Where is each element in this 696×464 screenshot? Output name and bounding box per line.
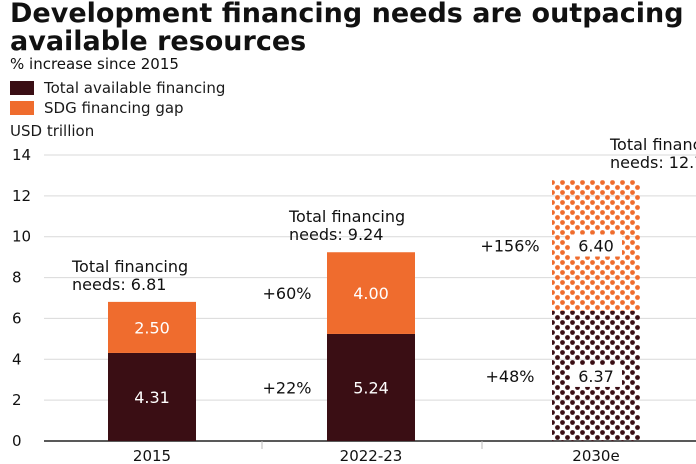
value-label-available-2030e: 6.37 [578, 367, 614, 386]
x-tick-label-2015: 2015 [133, 447, 171, 464]
total-label-line1-2022-23: Total financing [288, 207, 405, 226]
legend: Total available financing SDG financing … [10, 78, 225, 118]
legend-swatch-available [10, 81, 34, 95]
value-label-bg-1-2030e [570, 234, 622, 257]
chart-title: Development financing needs are outpacin… [10, 0, 684, 57]
y-tick-label-4: 4 [12, 350, 22, 368]
value-label-bg-0-2030e [570, 364, 622, 387]
value-label-gap-2022-23: 4.00 [353, 284, 389, 303]
bar-available-2015 [108, 352, 196, 441]
increase-label-2: +48% [486, 367, 535, 386]
bar-available-2022-23 [327, 333, 415, 441]
legend-item-gap: SDG financing gap [10, 98, 225, 118]
value-label-available-2015: 4.31 [134, 388, 170, 407]
legend-swatch-gap [10, 101, 34, 115]
y-axis-unit-label: USD trillion [10, 122, 95, 140]
legend-item-available: Total available financing [10, 78, 225, 98]
value-label-gap-2015: 2.50 [134, 318, 170, 337]
legend-label-available: Total available financing [44, 79, 226, 97]
total-label-line2-2030e: needs: 12.77 [610, 153, 696, 172]
x-tick-label-2030e: 2030e [572, 447, 619, 464]
y-tick-label-14: 14 [12, 146, 31, 164]
legend-label-gap: SDG financing gap [44, 99, 184, 117]
y-tick-label-6: 6 [12, 309, 22, 327]
chart-subtitle: % increase since 2015 [10, 55, 179, 73]
total-label-line2-2015: needs: 6.81 [72, 275, 166, 294]
y-tick-label-10: 10 [12, 228, 31, 246]
increase-label-3: +156% [480, 236, 539, 255]
x-tick-label-2022-23: 2022-23 [340, 447, 403, 464]
y-tick-label-8: 8 [12, 269, 22, 287]
total-label-line2-2022-23: needs: 9.24 [289, 225, 383, 244]
y-tick-label-12: 12 [12, 187, 31, 205]
total-label-line1-2015: Total financing [71, 257, 188, 276]
bar-gap-2022-23 [327, 252, 415, 334]
value-label-gap-2030e: 6.40 [578, 236, 614, 255]
increase-label-1: +60% [263, 284, 312, 303]
total-label-line1-2030e: Total financing [609, 135, 696, 154]
increase-label-0: +22% [263, 378, 312, 397]
value-label-available-2022-23: 5.24 [353, 378, 389, 397]
bar-gap-2015 [108, 301, 196, 353]
y-tick-label-2: 2 [12, 391, 22, 409]
y-tick-label-0: 0 [12, 432, 22, 450]
